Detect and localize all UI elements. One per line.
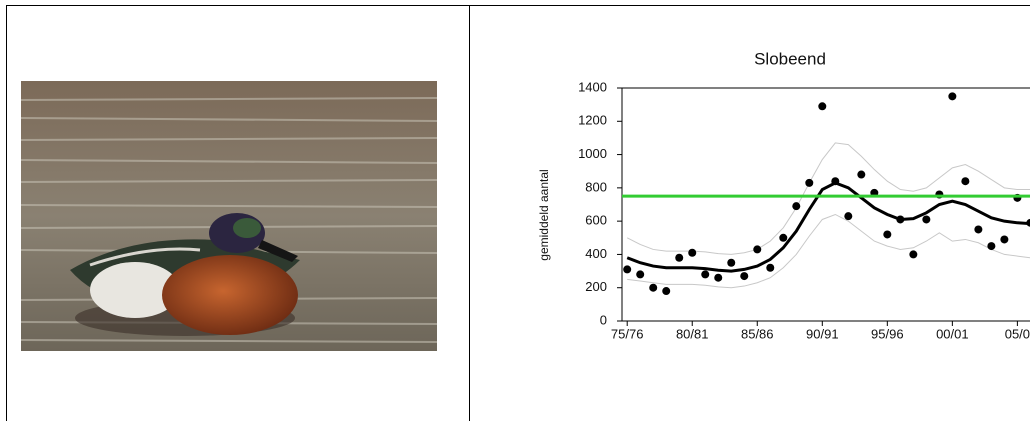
y-tick-label: 1000	[578, 146, 607, 161]
data-point	[740, 272, 749, 281]
data-point	[909, 250, 918, 259]
trend-line	[627, 213, 1030, 289]
data-point	[961, 177, 970, 186]
plot-frame	[621, 87, 1030, 321]
chart-title: Slobeend	[754, 49, 826, 68]
data-point	[779, 233, 788, 242]
data-point	[623, 265, 632, 274]
y-tick-label: 800	[585, 179, 607, 194]
data-point	[883, 230, 892, 239]
data-point	[844, 212, 853, 221]
data-point	[1026, 218, 1030, 227]
data-point	[675, 253, 684, 262]
data-point	[948, 92, 957, 101]
y-tick-label: 600	[585, 213, 607, 228]
data-point	[922, 215, 931, 224]
data-point	[753, 245, 762, 254]
trend-line	[626, 142, 1030, 255]
data-point	[662, 287, 671, 296]
x-tick-label: 05/0	[1005, 326, 1030, 341]
x-tick-label: 00/01	[936, 326, 969, 341]
y-tick-label: 200	[585, 279, 607, 294]
data-point	[805, 178, 814, 187]
x-tick-label: 75/76	[611, 326, 644, 341]
trend-line	[626, 181, 1030, 273]
table-borders	[6, 5, 1030, 421]
data-point	[1000, 235, 1009, 244]
data-point	[649, 283, 658, 292]
y-tick-label: 400	[585, 246, 607, 261]
data-point	[818, 102, 827, 111]
data-point	[974, 225, 983, 234]
duck-photo	[21, 81, 437, 351]
y-tick-label: 1400	[578, 79, 607, 94]
x-tick-label: 90/91	[806, 326, 839, 341]
data-point	[727, 258, 736, 267]
y-tick-label: 0	[600, 312, 607, 327]
y-tick-label: 1200	[578, 113, 607, 128]
data-point	[688, 248, 697, 257]
data-point	[831, 177, 840, 186]
y-axis-label: gemiddeld aantal	[537, 169, 551, 260]
x-tick-label: 85/86	[741, 326, 774, 341]
data-point	[701, 270, 710, 279]
data-point	[714, 273, 723, 282]
data-point	[857, 170, 866, 179]
chart: Slobeend gemiddeld aantal 0 200 400 600 800 1…	[537, 49, 1030, 341]
x-tick-label: 80/81	[676, 326, 709, 341]
x-tick-label: 95/96	[871, 326, 904, 341]
data-point	[636, 270, 645, 279]
data-point	[792, 202, 801, 211]
data-point	[987, 242, 996, 251]
data-point	[766, 263, 775, 272]
data-point	[896, 215, 905, 224]
